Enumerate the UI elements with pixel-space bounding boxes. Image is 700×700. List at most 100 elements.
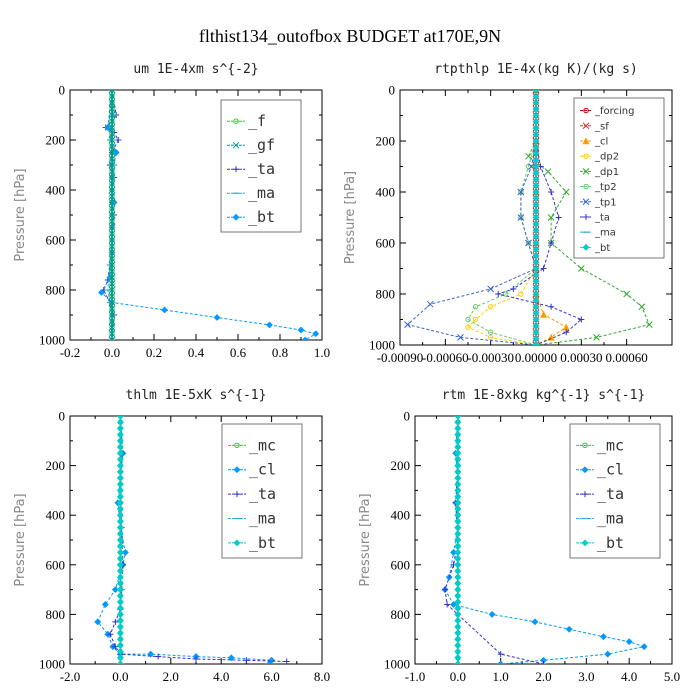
data-point	[108, 224, 116, 231]
data-point	[454, 579, 462, 587]
plot-area	[404, 90, 653, 345]
data-point	[116, 654, 124, 662]
legend-label: _bt	[594, 243, 610, 254]
legend-label: _sf	[594, 121, 609, 132]
legend-item-cl: _cl	[228, 461, 276, 479]
data-point	[116, 493, 124, 501]
legend-marker	[582, 137, 590, 145]
data-point	[454, 431, 462, 439]
legend-label: _tp2	[594, 182, 617, 193]
legend-label: _f	[248, 112, 266, 130]
data-point	[265, 660, 273, 664]
legend-marker	[581, 539, 589, 547]
data-point	[625, 638, 633, 646]
data-point	[116, 416, 124, 420]
data-point	[454, 586, 462, 594]
legend-marker	[583, 153, 589, 159]
legend-label: _ta	[249, 485, 276, 503]
legend-marker	[582, 198, 590, 206]
data-point	[510, 285, 517, 292]
legend-marker	[582, 243, 590, 251]
data-point	[108, 286, 116, 294]
data-point	[108, 149, 116, 156]
legend-item-bt: _bt	[576, 534, 624, 552]
data-point	[108, 261, 116, 269]
data-point	[495, 291, 502, 297]
legend-label: _dp1	[594, 167, 619, 178]
x-tick-label: 0.00030	[560, 350, 602, 365]
data-point	[465, 316, 471, 323]
data-point	[301, 336, 309, 340]
data-point	[116, 474, 124, 482]
x-tick-label: 0.00060	[606, 350, 648, 365]
x-tick-label: 5.0	[664, 669, 680, 684]
panel-title: rtm 1E-8xkg kg^{-1} s^{-1}	[442, 388, 646, 403]
x-tick-label: 0.8	[272, 345, 288, 360]
data-point	[640, 643, 648, 651]
data-point	[213, 314, 221, 321]
y-tick-label: 800	[391, 607, 411, 622]
data-point	[525, 163, 532, 170]
data-point	[108, 230, 116, 238]
data-point	[108, 255, 116, 263]
y-tick-label: 400	[376, 185, 396, 200]
data-point	[297, 326, 305, 334]
legend-label: _ma	[249, 510, 276, 528]
legend-item-ma: _ma	[580, 228, 616, 239]
data-point	[108, 236, 116, 244]
data-point	[108, 280, 116, 288]
y-tick-label: 1000	[39, 657, 65, 672]
data-point	[547, 214, 555, 221]
data-point	[450, 601, 457, 608]
y-tick-label: 1000	[369, 338, 395, 353]
data-point	[112, 643, 119, 650]
x-tick-label: 6.0	[263, 669, 279, 684]
data-point	[108, 186, 116, 194]
data-point	[578, 316, 585, 323]
data-point	[116, 517, 124, 525]
y-tick-label: 0	[404, 409, 411, 424]
y-tick-label: 0	[389, 83, 396, 98]
data-point	[548, 303, 555, 310]
data-point	[454, 486, 462, 494]
legend-marker	[233, 466, 241, 474]
legend-marker	[582, 168, 590, 175]
series-line	[97, 416, 273, 664]
y-tick-label: 1000	[384, 657, 410, 672]
x-tick-label: 4.0	[213, 669, 229, 684]
y-tick-label: 600	[391, 557, 411, 572]
series-line	[103, 90, 119, 340]
y-tick-label: 0	[59, 83, 66, 98]
data-point	[548, 240, 555, 246]
y-tick-label: 800	[46, 283, 66, 298]
legend-label: _ma	[594, 228, 616, 239]
data-point	[454, 561, 462, 569]
data-point	[454, 623, 462, 631]
data-point	[108, 242, 116, 250]
data-point	[108, 92, 116, 100]
legend-label: _bt	[248, 208, 275, 226]
legend-item-cl: _cl	[580, 136, 608, 147]
y-tick-label: 200	[391, 458, 411, 473]
legend-marker	[583, 213, 589, 220]
legend-item-forcing: _forcing	[580, 106, 635, 117]
legend-item-mc: _mc	[576, 436, 624, 454]
data-point	[266, 321, 273, 329]
legend-marker	[583, 107, 589, 114]
data-point	[472, 304, 479, 310]
data-point	[108, 155, 116, 163]
data-point	[454, 617, 462, 625]
data-point	[108, 117, 116, 125]
y-tick-label: 400	[46, 508, 66, 523]
legend: _mc _cl _ta _ma _bt	[569, 423, 661, 559]
panel-title: thlm 1E-5xK s^{-1}	[126, 388, 267, 403]
data-point	[116, 629, 124, 637]
legend-label: _mc	[249, 436, 276, 454]
data-point	[454, 573, 462, 581]
data-point	[565, 625, 573, 633]
x-tick-label: 1.0	[314, 345, 330, 360]
data-point	[454, 635, 462, 643]
y-tick-label: 200	[46, 458, 66, 473]
data-point	[555, 214, 562, 221]
x-tick-label: -2.0	[60, 669, 81, 684]
